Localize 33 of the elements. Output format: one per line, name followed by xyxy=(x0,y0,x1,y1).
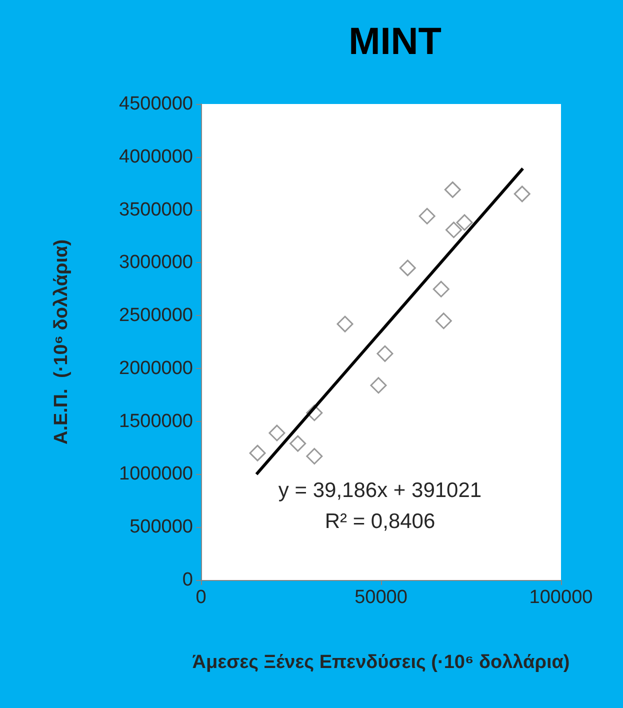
point xyxy=(249,444,266,462)
point xyxy=(336,316,354,332)
y-tick-label: 3000000 xyxy=(119,252,193,274)
point xyxy=(306,448,323,464)
annotation: R² = 0,8406 xyxy=(324,510,436,533)
y-axis-title: Α.Ε.Π. (·10⁶ δολλάρια) xyxy=(51,239,72,445)
point xyxy=(514,186,530,202)
y-tick-label: 4000000 xyxy=(119,146,193,168)
y-tick-label: 0 xyxy=(182,570,193,590)
y-tick-label: 1500000 xyxy=(119,410,193,432)
y-tick-label: 500000 xyxy=(130,516,193,538)
point xyxy=(370,377,387,394)
point xyxy=(432,280,450,298)
point xyxy=(268,424,286,442)
y-tick-label: 4500000 xyxy=(119,94,193,114)
y-tick-label: 1000000 xyxy=(119,464,193,485)
point xyxy=(290,435,306,452)
point xyxy=(376,345,394,362)
chart-title: MINT xyxy=(348,21,442,63)
point xyxy=(399,260,416,276)
x-tick-label: 0 xyxy=(196,587,206,608)
x-tick-label: 50000 xyxy=(354,587,408,608)
x-tick-label: 100000 xyxy=(529,587,593,608)
point xyxy=(456,214,473,231)
annotation: y = 39,186x + 391021 xyxy=(278,479,482,502)
point xyxy=(418,208,436,224)
point xyxy=(444,181,461,198)
point xyxy=(445,222,462,238)
y-tick-label: 3500000 xyxy=(119,199,193,220)
y-tick-label: 2000000 xyxy=(119,358,193,379)
x-axis-title: Άμεσες Ξένες Επενδύσεις (·10⁶ δολλάρια) xyxy=(192,652,570,673)
y-tick-label: 2500000 xyxy=(119,305,193,326)
point xyxy=(435,312,452,330)
